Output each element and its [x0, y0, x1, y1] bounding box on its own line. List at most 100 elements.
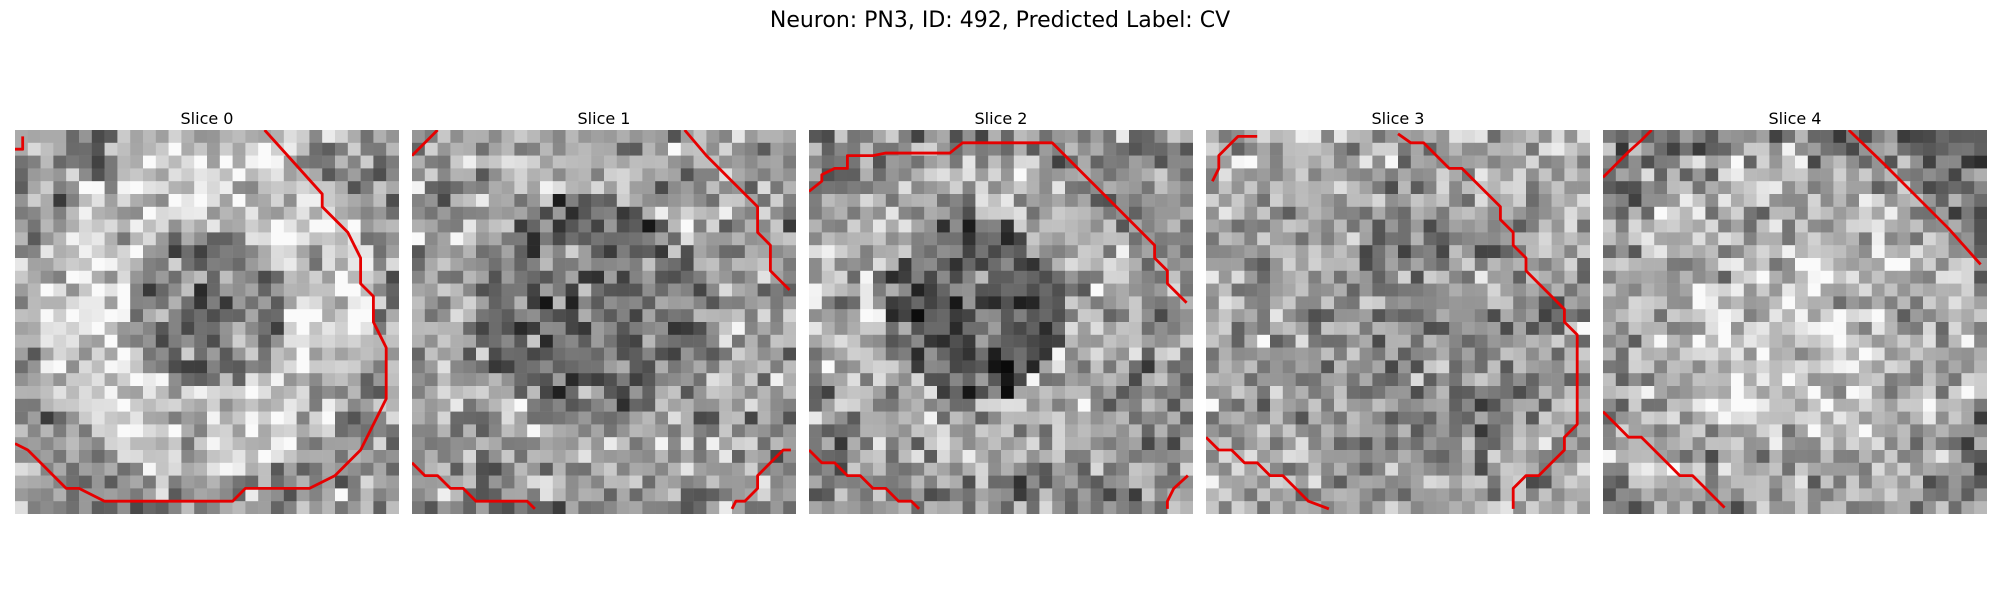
pixel-cell [962, 424, 976, 438]
pixel-cell [1782, 155, 1796, 169]
pixel-cell [1385, 181, 1399, 195]
pixel-cell [514, 373, 528, 387]
pixel-cell [53, 373, 67, 387]
pixel-cell [1321, 258, 1335, 272]
pixel-cell [296, 475, 310, 489]
pixel-cell [1282, 181, 1296, 195]
pixel-cell [27, 258, 41, 272]
pixel-cell [1846, 398, 1860, 412]
pixel-cell [1731, 437, 1745, 451]
pixel-cell [1526, 296, 1540, 310]
pixel-cell [322, 450, 336, 464]
pixel-cell [1334, 501, 1348, 514]
pixel-cell [1526, 373, 1540, 387]
pixel-cell [1756, 219, 1770, 233]
pixel-cell [1667, 424, 1681, 438]
pixel-cell [578, 270, 592, 284]
pixel-cell [540, 475, 554, 489]
pixel-cell [1052, 437, 1066, 451]
pixel-cell [347, 501, 361, 514]
pixel-cell [1398, 296, 1412, 310]
pixel-cell [219, 462, 233, 476]
pixel-cell [79, 219, 93, 233]
pixel-cell [783, 334, 796, 348]
pixel-cell [1449, 283, 1463, 297]
pixel-cell [53, 347, 67, 361]
pixel-cell [194, 398, 208, 412]
pixel-cell [1833, 334, 1847, 348]
pixel-cell [1436, 501, 1450, 514]
pixel-cell [757, 309, 771, 323]
pixel-cell [1897, 462, 1911, 476]
pixel-cell [1065, 488, 1079, 502]
pixel-cell [1846, 334, 1860, 348]
pixel-cell [821, 411, 835, 425]
pixel-cell [1077, 360, 1091, 374]
pixel-cell [565, 360, 579, 374]
pixel-cell [91, 347, 105, 361]
pixel-cell [924, 283, 938, 297]
pixel-cell [40, 206, 54, 220]
pixel-cell [706, 475, 720, 489]
pixel-cell [1206, 181, 1220, 195]
pixel-cell [1167, 194, 1181, 208]
pixel-cell [911, 296, 925, 310]
pixel-cell [1846, 130, 1860, 144]
pixel-cell [1756, 373, 1770, 387]
pixel-cell [488, 386, 502, 400]
pixel-cell [1346, 296, 1360, 310]
pixel-cell [744, 462, 758, 476]
pixel-cell [616, 501, 630, 514]
pixel-cell [437, 296, 451, 310]
pixel-cell [373, 270, 387, 284]
pixel-cell [245, 206, 259, 220]
pixel-cell [527, 283, 541, 297]
pixel-cell [476, 488, 490, 502]
pixel-cell [194, 488, 208, 502]
pixel-cell [1935, 219, 1949, 233]
pixel-cell [706, 219, 720, 233]
pixel-cell [706, 437, 720, 451]
pixel-cell [616, 322, 630, 336]
pixel-cell [40, 386, 54, 400]
pixel-cell [347, 130, 361, 144]
pixel-cell [783, 424, 796, 438]
pixel-cell [1743, 270, 1757, 284]
pixel-cell [1282, 270, 1296, 284]
pixel-cell [1718, 309, 1732, 323]
pixel-cell [732, 296, 746, 310]
pixel-cell [1410, 245, 1424, 259]
pixel-cell [488, 296, 502, 310]
pixel-cell [1795, 437, 1809, 451]
pixel-cell [1513, 283, 1527, 297]
pixel-cell [1961, 206, 1975, 220]
pixel-cell [1346, 194, 1360, 208]
pixel-cell [1385, 296, 1399, 310]
pixel-cell [53, 283, 67, 297]
pixel-cell [1436, 450, 1450, 464]
pixel-cell [155, 322, 169, 336]
pixel-cell [1897, 130, 1911, 144]
pixel-cell [591, 334, 605, 348]
pixel-cell [719, 155, 733, 169]
pixel-cell [834, 398, 848, 412]
pixel-cell [245, 309, 259, 323]
pixel-cell [1628, 309, 1642, 323]
pixel-cell [488, 450, 502, 464]
pixel-cell [757, 168, 771, 182]
pixel-cell [1167, 206, 1181, 220]
pixel-cell [1141, 181, 1155, 195]
pixel-cell [155, 334, 169, 348]
pixel-cell [578, 488, 592, 502]
pixel-cell [1154, 411, 1168, 425]
pixel-cell [1308, 309, 1322, 323]
pixel-cell [924, 155, 938, 169]
pixel-cell [1513, 488, 1527, 502]
pixel-cell [1820, 219, 1834, 233]
pixel-cell [1167, 386, 1181, 400]
pixel-cell [1372, 437, 1386, 451]
pixel-cell [937, 462, 951, 476]
pixel-cell [1615, 194, 1629, 208]
pixel-cell [962, 194, 976, 208]
pixel-cell [629, 270, 643, 284]
